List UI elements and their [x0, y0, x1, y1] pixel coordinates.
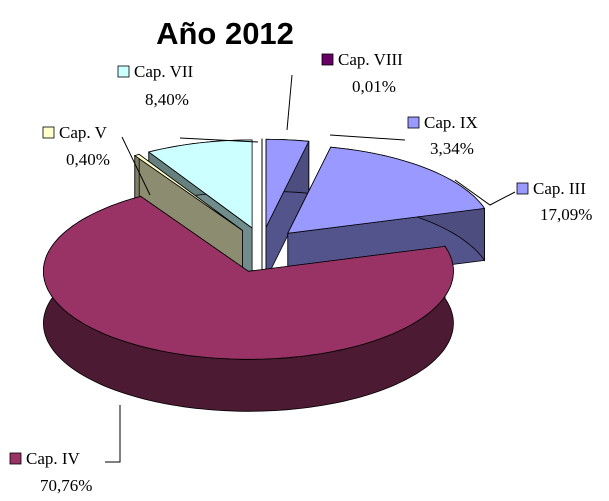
leader-line [179, 137, 259, 143]
value-label: 8,40% [145, 90, 189, 109]
leader-line [286, 74, 293, 131]
legend-swatch [321, 53, 334, 66]
value-label: 0,40% [66, 150, 110, 169]
slice-label: Cap. IX [424, 113, 478, 132]
value-label: 3,34% [430, 139, 474, 158]
slice-label: Cap. III [533, 179, 586, 198]
slice-top [287, 146, 486, 234]
value-label: 70,76% [40, 476, 92, 495]
legend-swatch [117, 65, 130, 78]
slice [42, 195, 454, 412]
legend-swatch [42, 126, 55, 139]
pie [42, 138, 486, 412]
slice-label: Cap. VII [134, 62, 194, 81]
slice-label: Cap. V [59, 123, 108, 142]
labels: Cap. VIII 0,01% Cap. IX 3,34% Cap. III 17,09%… [9, 50, 592, 495]
value-label: 0,01% [352, 77, 396, 96]
leader-line [105, 405, 121, 463]
leader-line [329, 134, 406, 141]
legend-swatch [516, 182, 529, 195]
leader-line [454, 179, 516, 206]
slice-top [265, 138, 310, 228]
slice [265, 138, 310, 280]
legend-swatch [9, 452, 22, 465]
legend-swatch [407, 116, 420, 129]
leader-line [121, 136, 151, 196]
slice-label: Cap. VIII [338, 50, 403, 69]
slice-top [147, 139, 253, 229]
slice-top [133, 153, 243, 231]
value-label: 17,09% [540, 205, 592, 224]
slice-top [42, 195, 454, 360]
chart-title: Año 2012 [156, 16, 294, 51]
slice-label: Cap. IV [26, 449, 81, 468]
